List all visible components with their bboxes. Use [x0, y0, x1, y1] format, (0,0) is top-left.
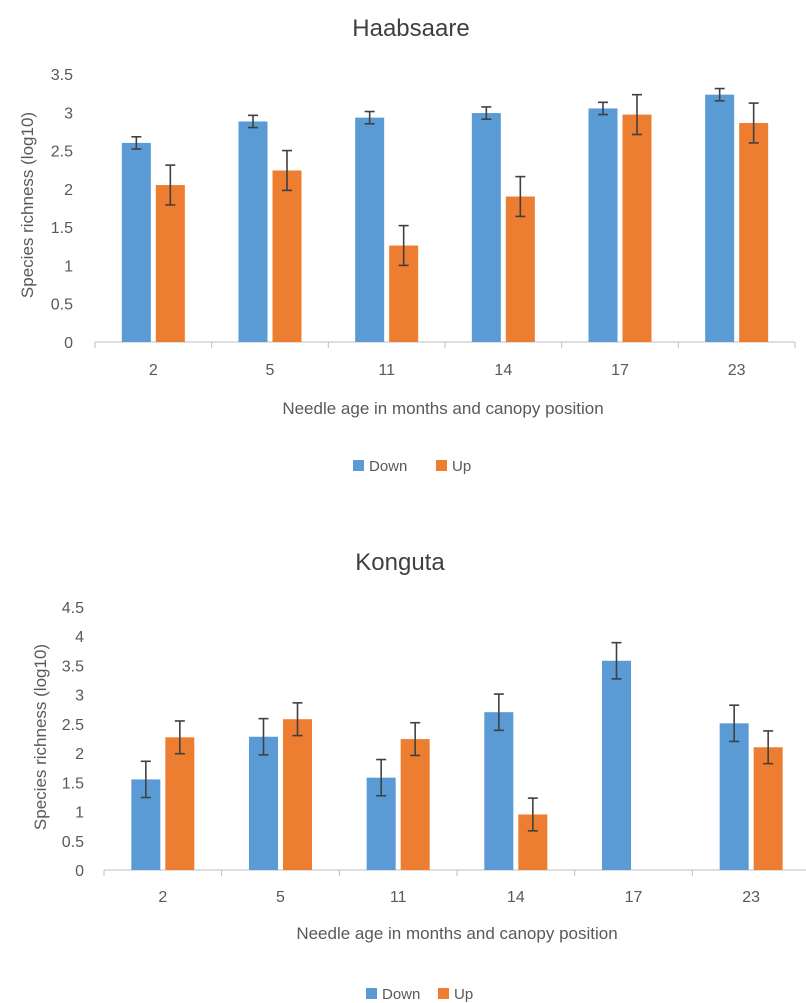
chart-1-x-tick-label: 14 [494, 362, 512, 379]
chart-1-y-tick-label: 2 [64, 182, 73, 199]
chart-1-plot-area: 0 0.5 1 1.5 2 2.5 3 3.5 2 5 11 14 17 23 [51, 67, 796, 379]
chart-2-y-axis-label: Species richness (log10) [31, 644, 50, 830]
chart-2-legend: Down Up [366, 986, 473, 1003]
chart-2-x-tick-label: 2 [158, 889, 167, 906]
chart-2-y-tick-label: 4.5 [62, 600, 84, 617]
chart-2-y-tick-label: 0 [75, 863, 84, 880]
chart-1-legend-up-label: Up [452, 458, 471, 475]
chart-1-x-axis-label: Needle age in months and canopy position [282, 399, 603, 418]
chart-2-legend-up-swatch [438, 988, 449, 999]
chart-2-legend-up-label: Up [454, 986, 473, 1003]
chart-2-y-tick-label: 3 [75, 688, 84, 705]
chart-1-y-tick-label: 1.5 [51, 220, 73, 237]
chart-2-x-tick-label: 23 [742, 889, 760, 906]
chart-1-bar-down [355, 117, 385, 342]
chart-1-y-tick-label: 0.5 [51, 297, 73, 314]
chart-2-y-tick-label: 2.5 [62, 717, 84, 734]
chart-1-legend: Down Up [353, 458, 471, 475]
chart-2-bar-up [753, 747, 783, 870]
chart-1-bar-down [238, 121, 268, 342]
chart-2-x-tick-label: 14 [507, 889, 525, 906]
chart-2-legend-down-label: Down [382, 986, 420, 1003]
chart-2-bar-up [283, 719, 312, 870]
chart-1-x-tick-label: 17 [611, 362, 629, 379]
chart-1-y-tick-label: 1 [64, 258, 73, 275]
chart-2-y-tick-label: 3.5 [62, 658, 84, 675]
chart-1-y-tick-label: 3 [64, 105, 73, 122]
chart-1-y-axis-label: Species richness (log10) [18, 112, 37, 298]
chart-1-bar-up [739, 123, 769, 343]
chart-2-plot-area: 0 0.5 1 1.5 2 2.5 3 3.5 4 4.5 2 5 11 14 17 23 [62, 600, 806, 906]
chart-1-y-tick-label: 3.5 [51, 67, 73, 84]
chart-1-legend-down-label: Down [369, 458, 407, 475]
chart-2-x-tick-label: 5 [276, 889, 285, 906]
chart-2-x-tick-label: 17 [625, 889, 643, 906]
chart-2-x-tick-label: 11 [390, 889, 407, 906]
chart-1-bar-up [155, 185, 185, 342]
chart-2-title: Konguta [355, 549, 445, 576]
chart-2-bar-down [484, 712, 514, 870]
chart-1-bar-up [622, 114, 652, 342]
chart-1-bar-down [588, 108, 618, 342]
chart-1-x-tick-label: 23 [728, 362, 746, 379]
chart-1-bar-down [471, 113, 501, 343]
chart-2-bar-up [400, 739, 430, 870]
chart-1-y-tick-label: 2.5 [51, 144, 73, 161]
chart-1-bar-down [121, 142, 151, 342]
chart-2-bar-up [165, 737, 195, 870]
chart-2-y-tick-label: 0.5 [62, 834, 84, 851]
chart-1-x-tick-label: 11 [378, 362, 395, 379]
chart-2-y-tick-label: 1 [75, 805, 84, 822]
chart-1-legend-down-swatch [353, 460, 364, 471]
chart-1-y-tick-label: 0 [64, 335, 73, 352]
chart-1-x-tick-label: 2 [149, 362, 158, 379]
chart-2-y-tick-label: 1.5 [62, 775, 84, 792]
chart-1-bar-up [505, 196, 535, 342]
chart-2-y-tick-label: 4 [75, 629, 84, 646]
chart-2-bar-down [719, 723, 749, 870]
chart-2-x-axis-label: Needle age in months and canopy position [296, 924, 617, 943]
chart-2-legend-down-swatch [366, 988, 377, 999]
chart-1-bar-up [272, 170, 302, 342]
chart-1-legend-up-swatch [436, 460, 447, 471]
chart-1-title: Haabsaare [352, 15, 469, 42]
chart-1-x-tick-label: 5 [266, 362, 275, 379]
chart-2-bar-down [602, 660, 631, 870]
chart-1-bar-down [705, 94, 735, 342]
chart-2-y-tick-label: 2 [75, 746, 84, 763]
chart-2-bar-down [249, 736, 278, 870]
